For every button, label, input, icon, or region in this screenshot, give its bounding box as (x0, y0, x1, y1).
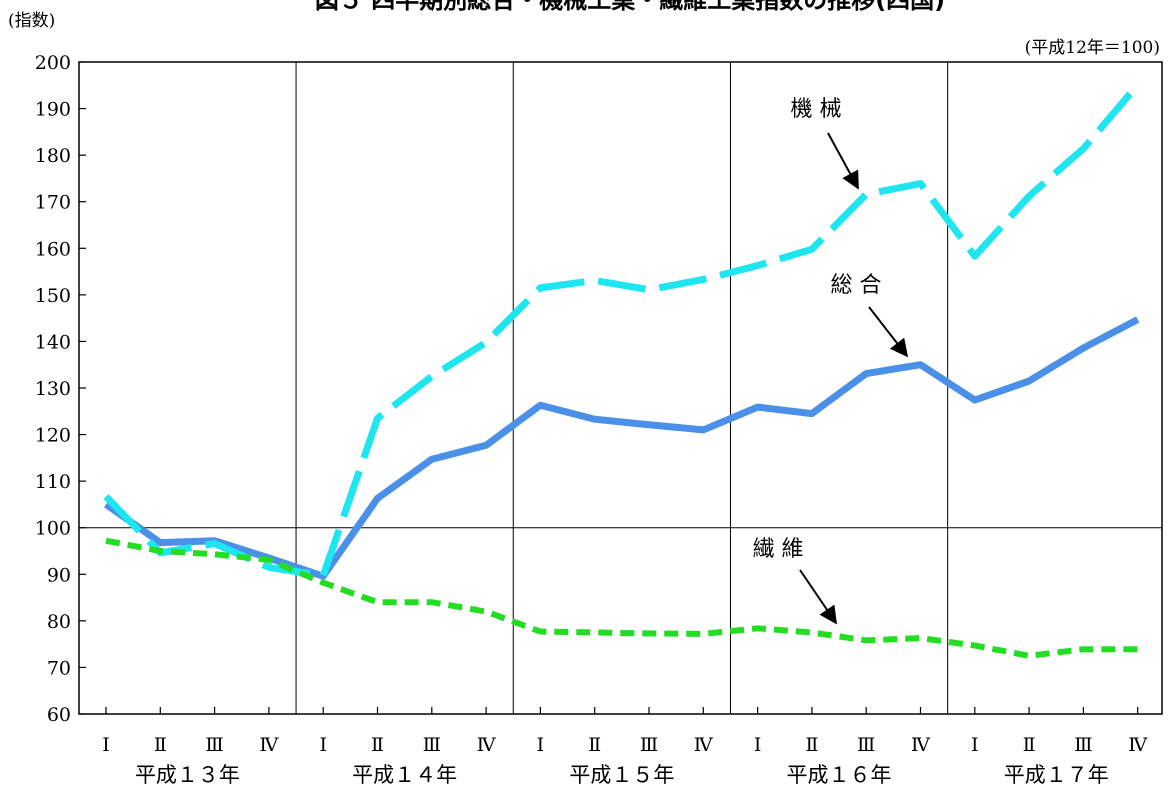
series-line-3 (105, 537, 1138, 659)
y-tick-label: 150 (35, 285, 71, 307)
y-tick-label: 200 (35, 52, 71, 74)
x-quarter-label: Ⅳ (694, 734, 714, 756)
x-quarter-label: Ⅲ (1074, 734, 1092, 756)
x-quarter-label: Ⅲ (205, 734, 223, 756)
y-tick-label: 130 (35, 378, 71, 400)
x-quarter-label: Ⅳ (911, 734, 931, 756)
x-quarter-label: Ⅰ (537, 734, 545, 756)
series-line-2 (103, 82, 1141, 580)
x-year-label: 平成１６年 (787, 763, 892, 787)
x-quarter-label: Ⅳ (259, 734, 279, 756)
y-tick-label: 70 (47, 657, 71, 679)
y-tick-label: 190 (35, 99, 71, 121)
series-label-2: 総 合 (831, 273, 882, 298)
y-tick-label: 120 (35, 425, 71, 447)
y-tick-label: 60 (47, 704, 71, 726)
series-label-arrow (799, 569, 838, 625)
x-quarter-label: Ⅰ (102, 734, 110, 756)
x-quarter-label: Ⅱ (588, 734, 601, 756)
x-quarter-label: Ⅱ (154, 734, 167, 756)
y-tick-label: 160 (35, 238, 71, 260)
grid-layer (79, 62, 1162, 714)
x-year-label: 平成１３年 (135, 763, 240, 787)
x-quarter-label: Ⅱ (805, 734, 818, 756)
series-annotations: 機 械総 合繊 維 (753, 97, 909, 625)
chart-title: 図５ 四半期別総合・機械工業・繊維工業指数の推移(四国) (315, 0, 945, 14)
x-quarter-label: Ⅰ (754, 734, 762, 756)
y-tick-label: 110 (35, 471, 71, 493)
y-tick-label: 90 (47, 564, 71, 586)
series-layer (103, 82, 1141, 659)
x-quarter-label: Ⅱ (1023, 734, 1036, 756)
y-tick-label: 80 (47, 611, 71, 633)
x-axis: Ⅰ Ⅱ Ⅲ Ⅳ Ⅰ Ⅱ Ⅲ Ⅳ Ⅰ Ⅱ Ⅲ Ⅳ Ⅰ Ⅱ Ⅲ Ⅳ Ⅰ Ⅱ Ⅲ Ⅳ 平成１３年 平成１４年 平成１５年 平成１６年… (102, 707, 1148, 787)
series-label-1: 機 械 (791, 97, 842, 122)
y-tick-label: 100 (35, 518, 71, 540)
x-quarter-label: Ⅰ (319, 734, 327, 756)
series-label-arrow (827, 132, 859, 190)
x-year-label: 平成１５年 (569, 763, 674, 787)
y-axis-label: (指数) (8, 11, 55, 31)
base-year-note: (平成12年＝100) (1025, 38, 1160, 58)
y-tick-label: 140 (35, 331, 71, 353)
series-label-arrow (868, 306, 909, 358)
x-quarter-label: Ⅰ (971, 734, 979, 756)
x-quarter-label: Ⅳ (477, 734, 497, 756)
x-quarter-label: Ⅳ (1128, 734, 1148, 756)
x-quarter-label: Ⅲ (423, 734, 441, 756)
series-line-1 (103, 316, 1140, 580)
y-axis: 60 70 80 90 100 110 120 130 140 150 160 170 180 190 20… (35, 52, 86, 726)
x-quarter-label: Ⅲ (640, 734, 658, 756)
x-quarter-label: Ⅱ (371, 734, 384, 756)
x-year-label: 平成１４年 (352, 763, 457, 787)
y-tick-label: 170 (35, 192, 71, 214)
x-quarter-label: Ⅲ (857, 734, 875, 756)
y-tick-label: 180 (35, 145, 71, 167)
series-label-3: 繊 維 (753, 537, 804, 562)
x-year-label: 平成１７年 (1004, 763, 1109, 787)
